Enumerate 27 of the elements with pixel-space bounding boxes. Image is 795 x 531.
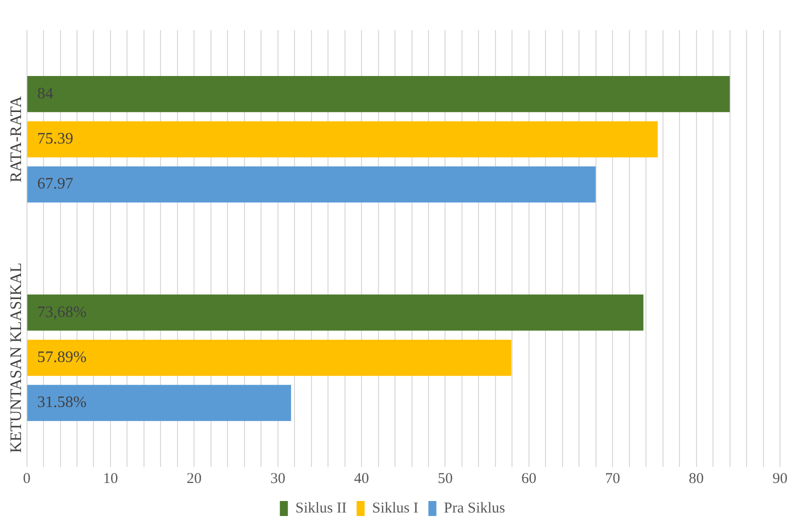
x-tick-label: 90 — [772, 470, 788, 487]
bar — [27, 166, 596, 202]
legend-label: Pra Siklus — [444, 500, 506, 516]
bar — [27, 121, 658, 158]
x-tick-label: 0 — [23, 470, 31, 487]
bar — [27, 76, 730, 112]
bar — [27, 294, 644, 331]
x-tick-label: 50 — [438, 470, 453, 487]
data-label: 84 — [37, 85, 54, 102]
x-tick-label: 30 — [270, 470, 286, 487]
data-label: 31.58% — [37, 394, 87, 412]
x-tick-label: 80 — [688, 470, 704, 487]
x-tick-label: 60 — [521, 470, 536, 487]
y-tick-label: KETUNTASAN KLASIKAL — [8, 262, 26, 453]
legend-label: Siklus II — [295, 500, 347, 516]
y-tick-label: RATA-RATA — [8, 96, 26, 182]
data-label: 57.89% — [37, 348, 87, 366]
bar — [27, 340, 512, 376]
x-tick-label: 20 — [186, 470, 202, 487]
data-label: 73,68% — [37, 304, 87, 321]
legend-label: Siklus I — [372, 500, 418, 516]
data-label: 67.97 — [37, 176, 74, 193]
data-label: 75.39 — [37, 130, 74, 148]
x-tick-label: 10 — [102, 470, 118, 487]
x-tick-label: 70 — [605, 470, 620, 487]
bar — [27, 384, 292, 421]
x-tick-label: 40 — [354, 470, 370, 487]
